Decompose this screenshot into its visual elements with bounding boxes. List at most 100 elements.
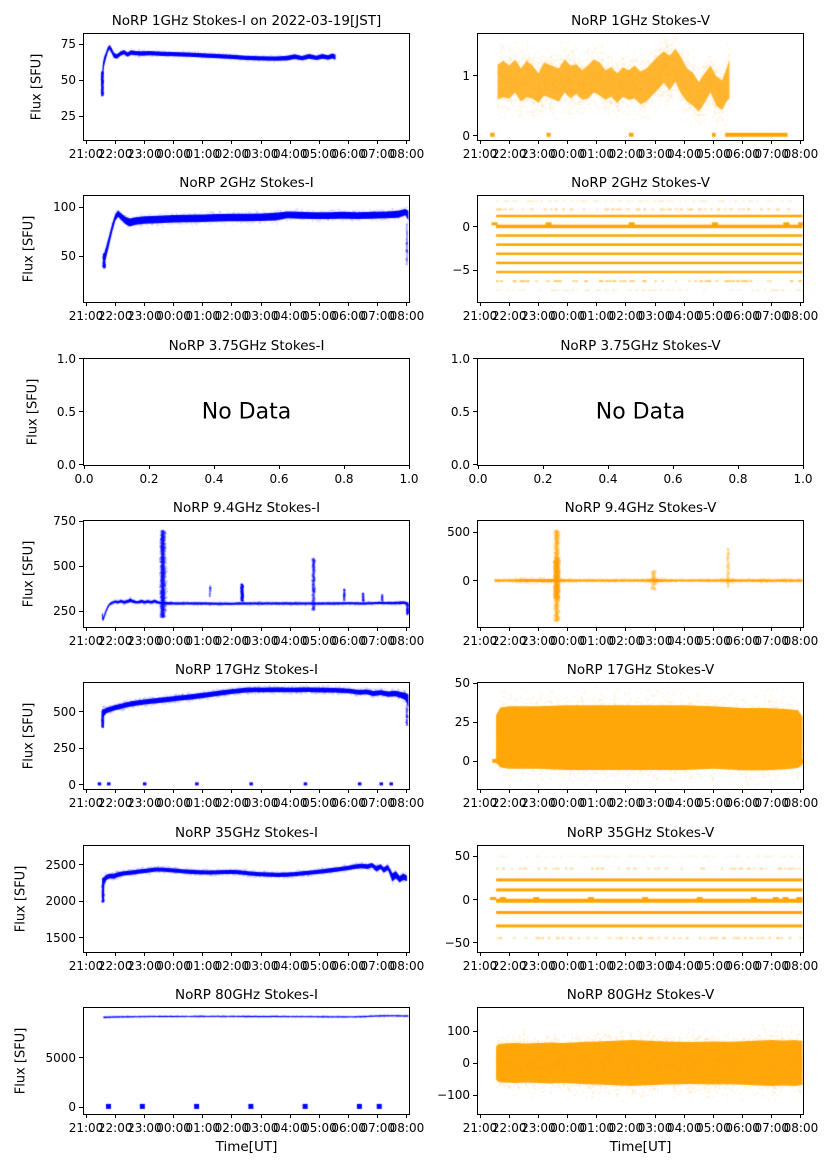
x-tick-label: 22:00 <box>97 634 133 648</box>
x-tick-label: 21:00 <box>68 309 104 324</box>
x-tick-label: 07:00 <box>360 958 396 973</box>
x-tick-mark <box>625 951 627 956</box>
x-tick-mark <box>318 140 320 144</box>
x-tick-mark <box>683 302 685 307</box>
y-tick-mark <box>473 226 477 228</box>
x-tick-mark <box>508 789 510 794</box>
x-tick-label: 06:00 <box>725 309 760 324</box>
x-tick-mark <box>742 627 744 631</box>
x-tick-label: 07:00 <box>754 796 790 811</box>
x-tick-mark <box>625 302 627 307</box>
x-tick-mark <box>477 464 479 469</box>
x-tick-label: 02:00 <box>608 796 644 811</box>
x-tick-label: 05:00 <box>696 309 731 324</box>
x-tick-label: 00:00 <box>550 1121 585 1135</box>
subplot-norp-9.4ghz-stokes-v: NoRP 9.4GHz Stokes-V 21:00 22:00 23:00 00:00… <box>447 500 818 648</box>
x-tick-mark <box>479 302 481 307</box>
x-tick-mark <box>742 1114 744 1118</box>
norp-3.75ghz-stokes-v-data-canvas <box>478 358 803 465</box>
x-tick-label: 00:00 <box>156 1121 191 1135</box>
x-tick-mark <box>596 302 598 307</box>
x-tick-label: 04:00 <box>272 1121 308 1135</box>
x-tick-mark <box>742 140 744 144</box>
plot-title: NoRP 2GHz Stokes-V <box>571 175 710 192</box>
x-tick-mark <box>85 951 87 956</box>
x-tick-mark <box>343 464 345 469</box>
x-tick-mark <box>567 627 569 631</box>
y-tick-mark <box>473 1030 477 1032</box>
x-tick-mark <box>771 789 773 794</box>
x-tick-mark <box>173 1114 175 1118</box>
x-tick-mark <box>771 140 773 144</box>
x-tick-label: 07:00 <box>754 634 790 648</box>
x-tick-label: 03:00 <box>637 1121 673 1135</box>
x-tick-mark <box>742 789 744 794</box>
x-tick-mark <box>114 140 116 144</box>
x-tick-label: 07:00 <box>360 147 396 161</box>
y-tick-label: 2500 <box>45 857 76 872</box>
norp-17ghz-stokes-v-data-canvas <box>478 683 803 790</box>
x-tick-mark <box>406 951 408 956</box>
y-tick-mark <box>79 43 83 45</box>
x-tick-label: 0.4 <box>598 471 618 486</box>
x-tick-mark <box>800 789 802 794</box>
y-tick-label: 0.0 <box>450 457 470 472</box>
x-tick-label: 07:00 <box>754 147 790 161</box>
x-tick-mark <box>148 464 150 469</box>
x-tick-mark <box>625 627 627 631</box>
x-tick-mark <box>318 1114 320 1118</box>
x-tick-label: 00:00 <box>156 958 191 973</box>
y-tick-label: −100 <box>437 1088 470 1103</box>
x-tick-label: 08:00 <box>783 309 819 324</box>
subplot-norp-1ghz-stokes-i: NoRP 1GHz Stokes-I on 2022-03-19[JST] 21:… <box>29 13 424 161</box>
x-tick-mark <box>202 627 204 631</box>
x-tick-label: 06:00 <box>725 634 760 648</box>
x-tick-mark <box>143 140 145 144</box>
x-tick-mark <box>83 464 85 469</box>
x-tick-label: 02:00 <box>608 634 644 648</box>
x-tick-mark <box>654 1114 656 1118</box>
x-tick-label: 08:00 <box>783 634 819 648</box>
x-tick-mark <box>377 302 379 307</box>
y-tick-mark <box>473 358 477 360</box>
x-tick-label: 22:00 <box>491 1121 527 1135</box>
x-tick-label: 00:00 <box>156 796 191 811</box>
x-tick-mark <box>348 627 350 631</box>
x-tick-mark <box>377 627 379 631</box>
x-tick-label: 23:00 <box>521 1121 556 1135</box>
x-tick-label: 23:00 <box>521 796 556 811</box>
x-tick-label: 03:00 <box>243 958 279 973</box>
norp-9.4ghz-stokes-v-data-canvas <box>478 521 803 627</box>
x-tick-mark <box>202 140 204 144</box>
x-tick-label: 23:00 <box>127 147 162 161</box>
x-tick-mark <box>406 302 408 307</box>
x-tick-label: 04:00 <box>666 634 702 648</box>
x-tick-label: 08:00 <box>783 796 819 811</box>
x-tick-mark <box>596 951 598 956</box>
y-tick-mark <box>473 682 477 684</box>
x-tick-mark <box>202 1114 204 1118</box>
x-tick-label: 02:00 <box>608 147 644 161</box>
y-tick-mark <box>79 1106 83 1108</box>
x-tick-mark <box>683 951 685 956</box>
y-tick-label: 75 <box>60 37 76 52</box>
x-tick-label: 0.0 <box>468 471 488 486</box>
x-tick-label: 04:00 <box>272 147 308 161</box>
x-tick-mark <box>377 140 379 144</box>
x-axis-label: Time[UT] <box>215 1139 278 1155</box>
x-tick-label: 00:00 <box>550 634 585 648</box>
x-tick-label: 02:00 <box>214 309 250 324</box>
x-tick-mark <box>173 789 175 794</box>
x-tick-mark <box>114 302 116 307</box>
x-tick-label: 22:00 <box>97 147 133 161</box>
y-tick-label: 250 <box>53 741 76 755</box>
x-tick-label: 06:00 <box>331 309 366 324</box>
x-tick-mark <box>348 1114 350 1118</box>
x-tick-mark <box>377 1114 379 1118</box>
x-tick-label: 02:00 <box>608 309 644 324</box>
x-tick-label: 0.6 <box>269 471 289 486</box>
x-tick-label: 1.0 <box>793 471 813 486</box>
y-tick-label: 500 <box>53 559 76 574</box>
x-tick-mark <box>318 302 320 307</box>
y-tick-label: 25 <box>454 715 470 730</box>
